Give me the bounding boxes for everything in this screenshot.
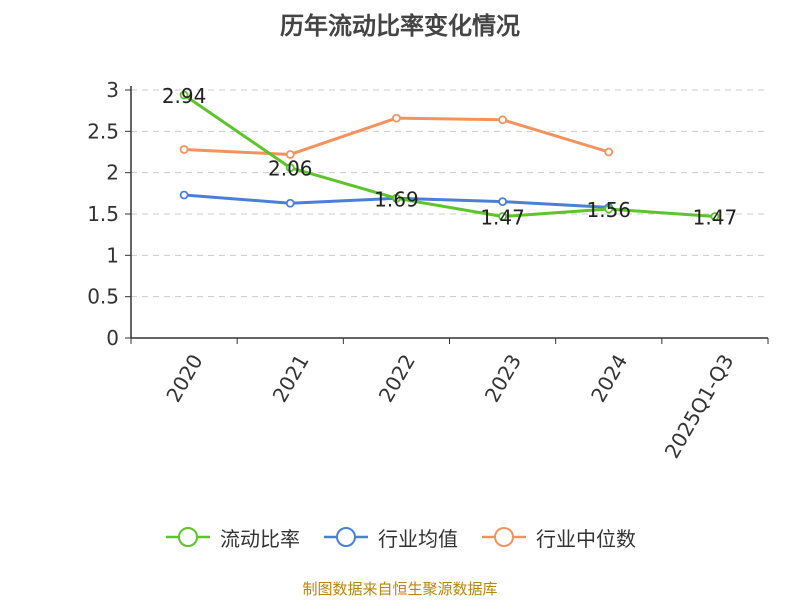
data-point	[285, 150, 295, 159]
data-point	[604, 147, 614, 157]
y-tick-label: 2	[106, 161, 119, 185]
axes: 0 0.5 1 1.5 2 2.5 3 2020 2021 2022 2023 2024 2025Q1-…	[87, 78, 769, 462]
data-label: 2.94	[162, 84, 207, 108]
data-label: 1.56	[586, 198, 631, 222]
data-point	[285, 198, 295, 208]
y-tick-label: 0.5	[87, 285, 119, 309]
data-label: 1.47	[693, 205, 738, 229]
gridlines	[131, 89, 768, 298]
legend-marker-icon	[166, 527, 210, 547]
chart-title: 历年流动比率变化情况	[280, 12, 520, 40]
data-label: 1.47	[480, 205, 525, 229]
y-tick-label: 0	[106, 326, 119, 350]
legend-label: 行业均值	[378, 526, 458, 551]
data-point	[179, 90, 189, 100]
x-tick-label: 2023	[480, 350, 526, 406]
legend-item[interactable]: 行业中位数	[480, 523, 636, 552]
x-tick-label: 2020	[161, 350, 207, 406]
series-lines	[179, 90, 720, 221]
legend-marker-icon	[482, 527, 526, 547]
data-point	[604, 204, 614, 214]
data-label: 2.06	[268, 157, 313, 181]
y-tick-label: 1	[106, 243, 119, 267]
data-point	[392, 113, 401, 123]
data-label: 1.69	[374, 187, 419, 211]
legend-item[interactable]: 流动比率	[164, 523, 300, 552]
x-tick-label: 2022	[374, 350, 420, 406]
legend-marker-icon	[324, 527, 368, 547]
legend-label: 行业中位数	[536, 526, 636, 551]
data-point	[710, 212, 720, 221]
data-point	[498, 197, 507, 207]
data-point	[498, 212, 507, 221]
line-chart: 0 0.5 1 1.5 2 2.5 3 2020 2021 2022 2023 2024 2025Q1-…	[87, 78, 769, 462]
legend-item[interactable]: 行业均值	[322, 523, 458, 552]
legend-label: 流动比率	[220, 526, 300, 551]
y-tick-label: 2.5	[87, 119, 119, 143]
data-point	[392, 193, 401, 203]
data-labels: 2.94 2.06 1.69 1.47 1.56 1.47	[162, 84, 737, 230]
data-point	[179, 190, 189, 200]
y-tick-label: 3	[106, 78, 119, 102]
series-line	[184, 116, 610, 156]
data-point	[498, 115, 507, 125]
data-point	[179, 145, 189, 154]
y-tick-label: 1.5	[87, 202, 119, 226]
data-point	[285, 163, 295, 173]
x-tick-label: 2024	[586, 350, 632, 406]
source-note: 制图数据来自恒生聚源数据库	[302, 580, 498, 598]
x-tick-label: 2025Q1-Q3	[660, 350, 739, 462]
series-line	[183, 93, 716, 218]
x-tick-label: 2021	[268, 350, 314, 406]
legend: 流动比率 行业均值 行业中位数	[0, 520, 800, 554]
